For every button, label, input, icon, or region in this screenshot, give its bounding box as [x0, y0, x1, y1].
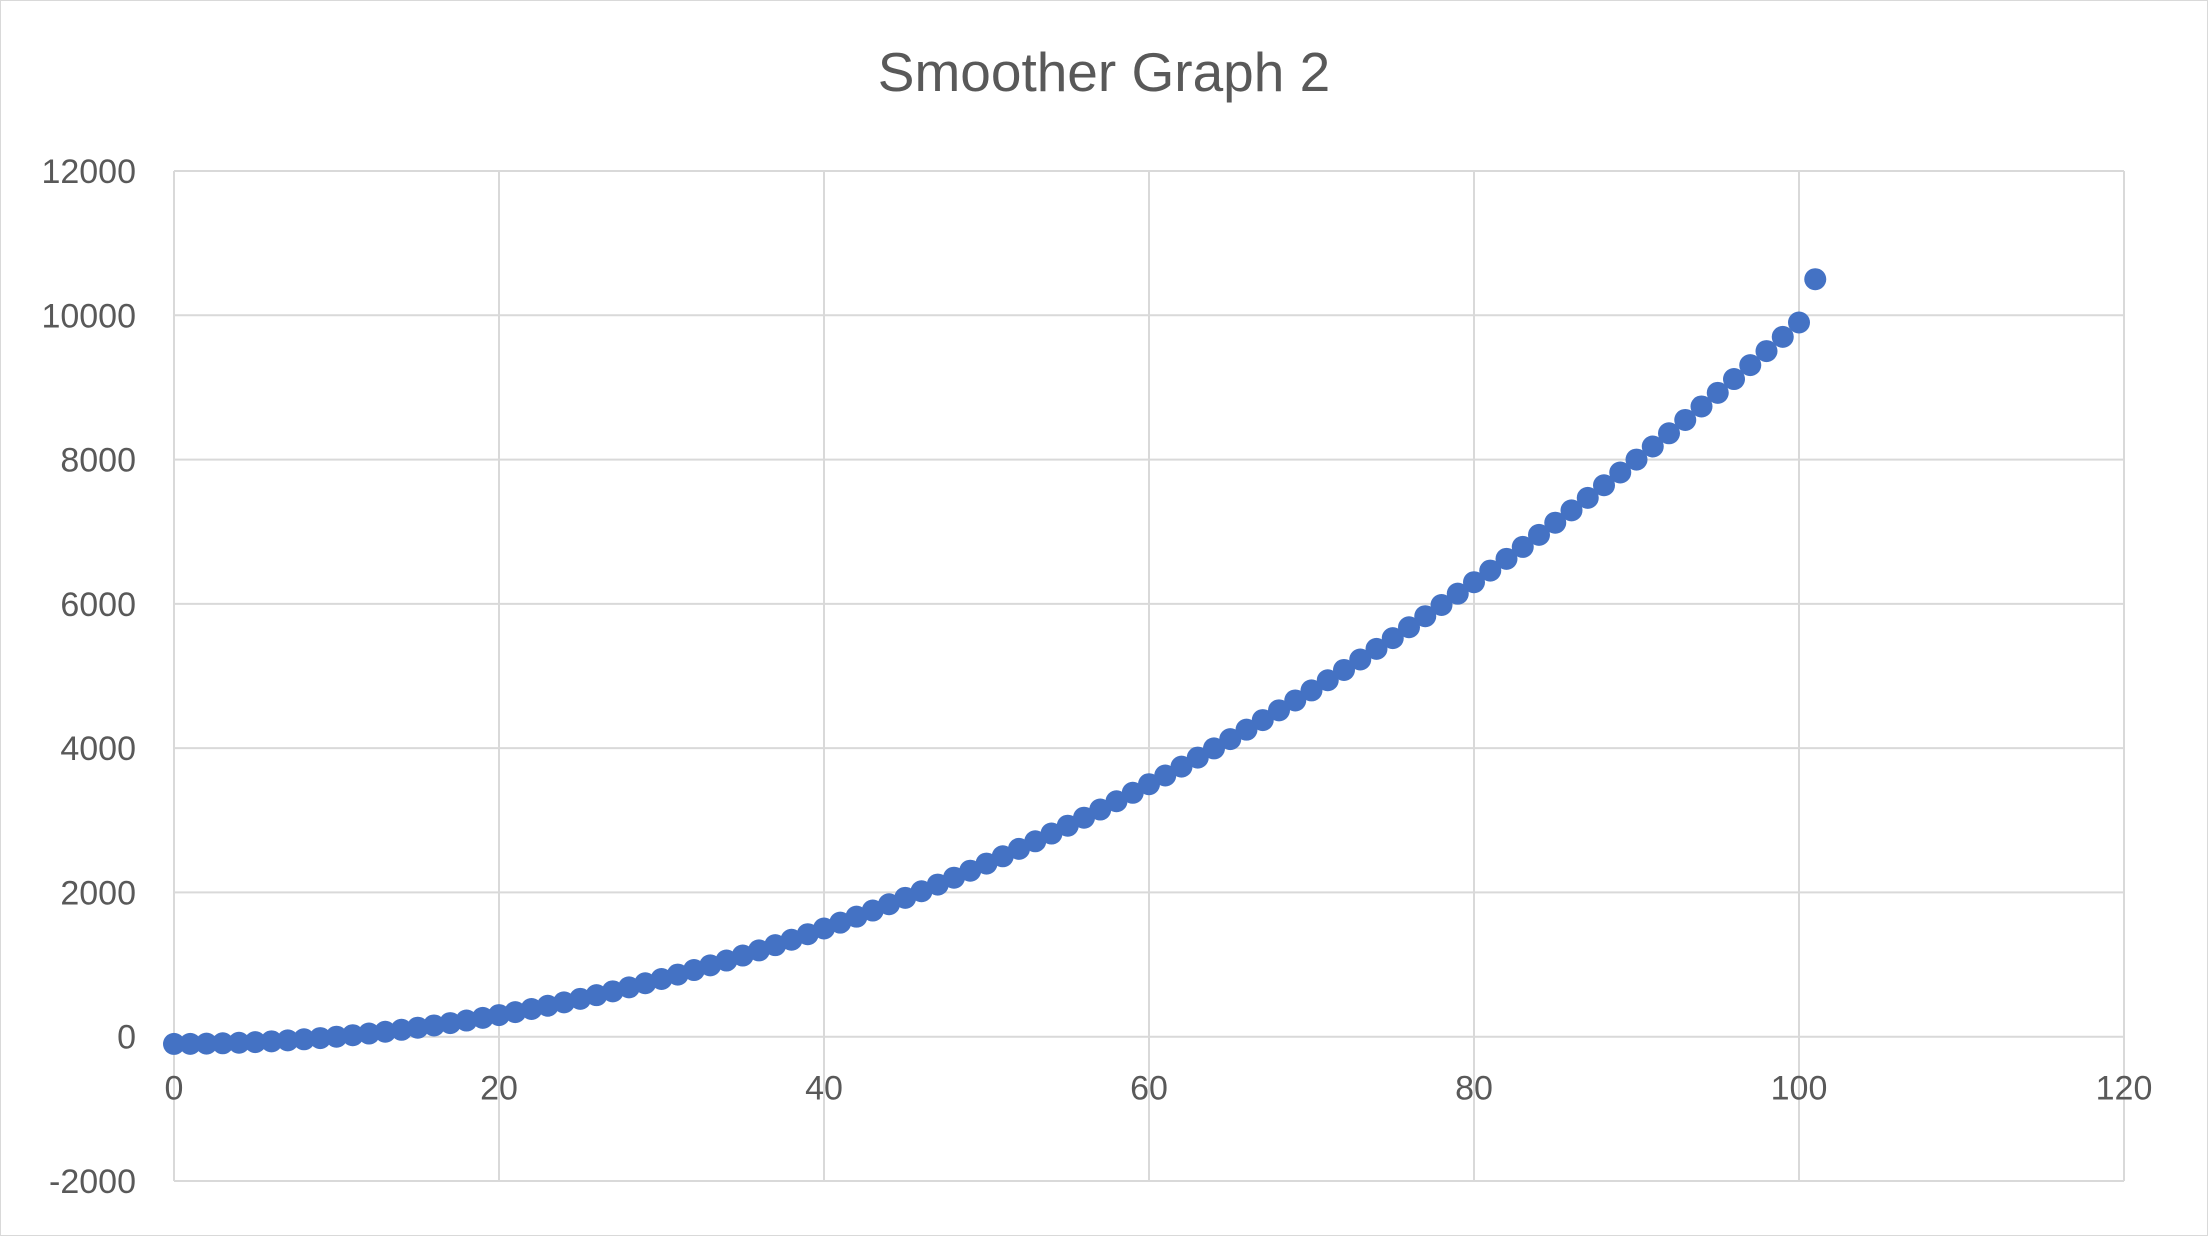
data-point	[1414, 605, 1437, 628]
x-tick-label: 80	[1455, 1070, 1493, 1108]
data-point	[1284, 689, 1307, 712]
data-point	[471, 1006, 494, 1029]
data-point	[1073, 806, 1095, 829]
data-point	[1479, 559, 1502, 582]
data-point	[1463, 571, 1485, 594]
data-point	[1528, 523, 1550, 546]
data-point	[1089, 798, 1112, 821]
x-tick-label: 40	[805, 1070, 843, 1108]
data-point	[358, 1022, 380, 1045]
data-point	[325, 1025, 348, 1048]
data-point	[1105, 790, 1128, 813]
data-point	[1121, 781, 1144, 804]
data-point	[1300, 679, 1323, 702]
x-tick-label: 60	[1130, 1070, 1168, 1108]
data-point	[455, 1009, 478, 1032]
data-point	[1495, 547, 1518, 570]
y-tick-label: 2000	[60, 874, 136, 912]
grid-lines	[173, 170, 2125, 1182]
data-point	[1641, 435, 1664, 458]
data-point	[1186, 746, 1209, 769]
data-point	[244, 1031, 267, 1054]
y-tick-label: 8000	[60, 442, 136, 480]
x-tick-label: 120	[2096, 1070, 2153, 1108]
data-point	[1625, 448, 1648, 471]
data-point	[1430, 594, 1453, 617]
data-point	[1040, 822, 1063, 845]
data-point	[1723, 368, 1745, 391]
data-point	[439, 1012, 462, 1035]
y-tick-label: 0	[117, 1019, 136, 1057]
data-point	[1398, 616, 1420, 639]
data-point	[1251, 709, 1274, 732]
data-point	[228, 1031, 250, 1054]
data-point	[504, 1001, 527, 1024]
y-tick-label: -2000	[49, 1163, 136, 1201]
data-point	[211, 1032, 234, 1055]
x-tick-label: 100	[1771, 1070, 1828, 1108]
x-axis-tick-labels: 0 20 40 60 80 100 120	[165, 1070, 2153, 1108]
data-point	[1349, 648, 1372, 671]
data-point	[1381, 627, 1404, 650]
data-point	[1576, 486, 1599, 509]
data-point	[374, 1020, 397, 1043]
data-point	[1560, 499, 1583, 522]
data-point	[1674, 408, 1697, 431]
y-axis-tick-labels: -2000 0 2000 4000 6000 8000 10000 12000	[41, 153, 136, 1201]
data-point	[195, 1032, 218, 1055]
x-tick-label: 0	[165, 1070, 184, 1108]
data-point	[1771, 325, 1794, 348]
data-points	[163, 268, 1827, 1055]
data-point	[1446, 582, 1469, 605]
y-tick-label: 6000	[60, 586, 136, 624]
y-tick-label: 4000	[60, 730, 136, 768]
data-point	[1511, 535, 1534, 558]
data-point	[1609, 461, 1632, 484]
data-point	[1755, 340, 1778, 363]
data-point	[309, 1027, 332, 1050]
data-point	[1316, 669, 1339, 692]
data-point	[1739, 354, 1762, 377]
data-point	[488, 1004, 510, 1027]
data-point	[1690, 395, 1713, 418]
x-tick-label: 20	[480, 1070, 518, 1108]
data-point	[423, 1014, 445, 1037]
data-point	[1788, 311, 1810, 334]
data-point	[1138, 773, 1160, 796]
data-point	[163, 1032, 185, 1055]
data-point	[1056, 814, 1079, 837]
data-point	[1154, 764, 1177, 787]
data-point	[1235, 718, 1258, 741]
data-point	[179, 1032, 202, 1055]
y-tick-label: 12000	[41, 153, 136, 191]
data-point	[293, 1028, 315, 1051]
data-point	[276, 1029, 299, 1052]
data-point	[406, 1016, 429, 1039]
chart-title: Smoother Graph 2	[877, 41, 1331, 103]
data-point	[1219, 728, 1242, 751]
data-point	[1544, 511, 1567, 534]
data-point	[1804, 268, 1827, 291]
data-point	[1593, 474, 1615, 497]
y-tick-label: 10000	[41, 297, 136, 335]
data-point	[1658, 422, 1680, 445]
data-point	[1170, 755, 1193, 778]
data-point	[260, 1030, 283, 1053]
data-point	[1706, 381, 1729, 404]
data-point	[1203, 737, 1225, 760]
data-point	[341, 1024, 364, 1047]
data-point	[390, 1018, 413, 1041]
data-point	[1365, 637, 1388, 660]
data-point	[1333, 658, 1355, 681]
data-point	[1268, 699, 1290, 722]
